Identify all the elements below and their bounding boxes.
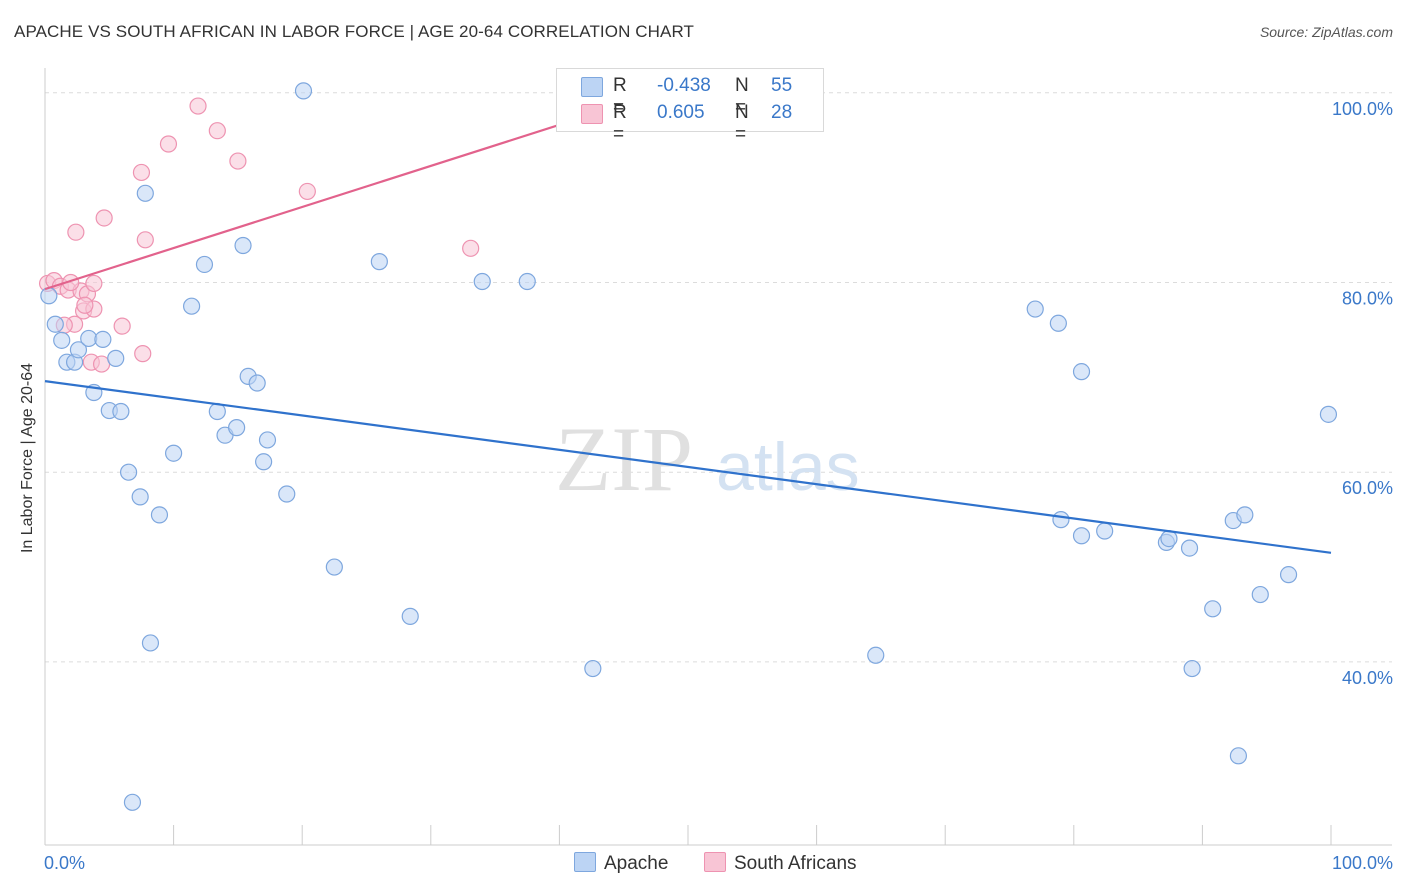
apache-point-5 [69,341,88,359]
south-africans-legend-label: South Africans [734,853,857,874]
apache-point-47 [1204,600,1222,618]
apache-n-label: N = [735,75,749,118]
south-africans-swatch [581,104,603,124]
apache-legend-label: Apache [604,853,669,874]
apache-point-27 [258,431,277,449]
south-africans-point-15 [132,163,151,182]
sa-r-value: 0.605 [657,102,705,123]
sa-n-value: 28 [771,102,793,123]
apache-point-32 [401,607,419,625]
south-africans-point-20 [208,122,226,140]
apache-n-value: 55 [771,75,793,96]
apache-point-28 [278,485,296,503]
apache-point-53 [1319,405,1338,423]
apache-point-36 [867,646,885,664]
chart-title: APACHE VS SOUTH AFRICAN IN LABOR FORCE |… [14,22,695,41]
south-africans-point-13 [95,209,113,227]
apache-point-38 [1049,314,1067,332]
watermark: ZIP atlas [555,408,860,510]
apache-point-12 [119,463,138,481]
south-africans-point-19 [189,97,207,115]
apache-point-51 [1229,747,1248,765]
apache-swatch [581,77,603,97]
apache-legend-swatch [574,852,596,872]
apache-point-26 [255,453,273,471]
apache-point-18 [183,297,201,315]
apache-point-39 [1052,511,1070,529]
grid [45,92,1392,663]
south-africans-point-5 [67,223,85,241]
x-tick-label-1: 100.0% [1332,853,1393,873]
south-africans-point-14 [113,317,131,335]
y-tick-label-0: 40.0% [1342,668,1393,688]
apache-point-40 [1072,527,1091,545]
south-africans-point-27 [76,296,94,314]
apache-point-1 [46,315,64,333]
legend-item-apache: Apache [574,852,668,875]
legend-item-south-africans: South Africans [704,852,857,875]
apache-point-52 [1279,566,1298,584]
apache-point-13 [131,488,149,506]
stats-legend: R = -0.438 N = 55 R = 0.605 N = 28 [556,68,824,145]
y-tick-label-1: 60.0% [1342,478,1393,498]
apache-point-46 [1183,659,1201,678]
y-tick-labels: 40.0% 60.0% 80.0% 100.0% [1332,99,1393,688]
apache-point-2 [53,331,71,349]
apache-point-29 [294,82,313,100]
apache-point-14 [136,184,154,202]
sa-r-label: R = [613,102,627,145]
source-credit: Source: ZipAtlas.com [1259,24,1393,40]
apache-r-label: R = [613,75,627,118]
y-axis-label: In Labor Force | Age 20-64 [19,362,36,554]
apache-point-25 [248,374,266,392]
apache-point-35 [584,659,602,678]
apache-point-23 [234,236,252,255]
apache-point-50 [1251,585,1269,604]
y-tick-label-3: 100.0% [1332,99,1393,119]
apache-point-15 [141,634,160,652]
watermark-atlas: atlas [716,429,860,505]
south-africans-legend-swatch [704,852,726,872]
apache-point-16 [150,506,169,524]
apache-point-49 [1236,506,1254,524]
south-africans-point-11 [85,274,103,293]
apache-points [40,82,1338,811]
apache-point-17 [165,444,183,462]
axes [44,68,1392,846]
apache-point-41 [1072,363,1091,381]
x-tick-label-0: 0.0% [44,853,85,873]
y-tick-label-2: 80.0% [1342,288,1393,308]
south-africans-point-17 [136,231,154,249]
apache-r-value: -0.438 [657,75,711,96]
south-africans-point-16 [134,345,152,363]
apache-point-22 [228,419,246,437]
apache-point-10 [107,349,125,367]
apache-point-37 [1026,300,1044,318]
south-africans-points [38,81,722,373]
apache-point-0 [40,287,58,305]
apache-point-45 [1180,539,1199,557]
apache-point-31 [370,253,388,271]
apache-point-19 [195,255,214,274]
south-africans-point-22 [298,182,316,201]
sa-n-label: N = [735,102,749,145]
south-africans-point-18 [159,135,178,153]
apache-point-54 [123,793,142,811]
south-africans-point-21 [229,152,247,170]
apache-point-42 [1096,522,1114,540]
apache-point-30 [325,558,343,576]
x-tick-labels: 0.0% 100.0% [44,853,1393,873]
apache-trend-line [44,380,1332,554]
apache-point-34 [518,272,536,291]
apache-point-33 [473,272,491,291]
south-africans-point-23 [462,239,480,257]
apache-point-8 [94,330,112,349]
apache-point-11 [112,402,130,421]
